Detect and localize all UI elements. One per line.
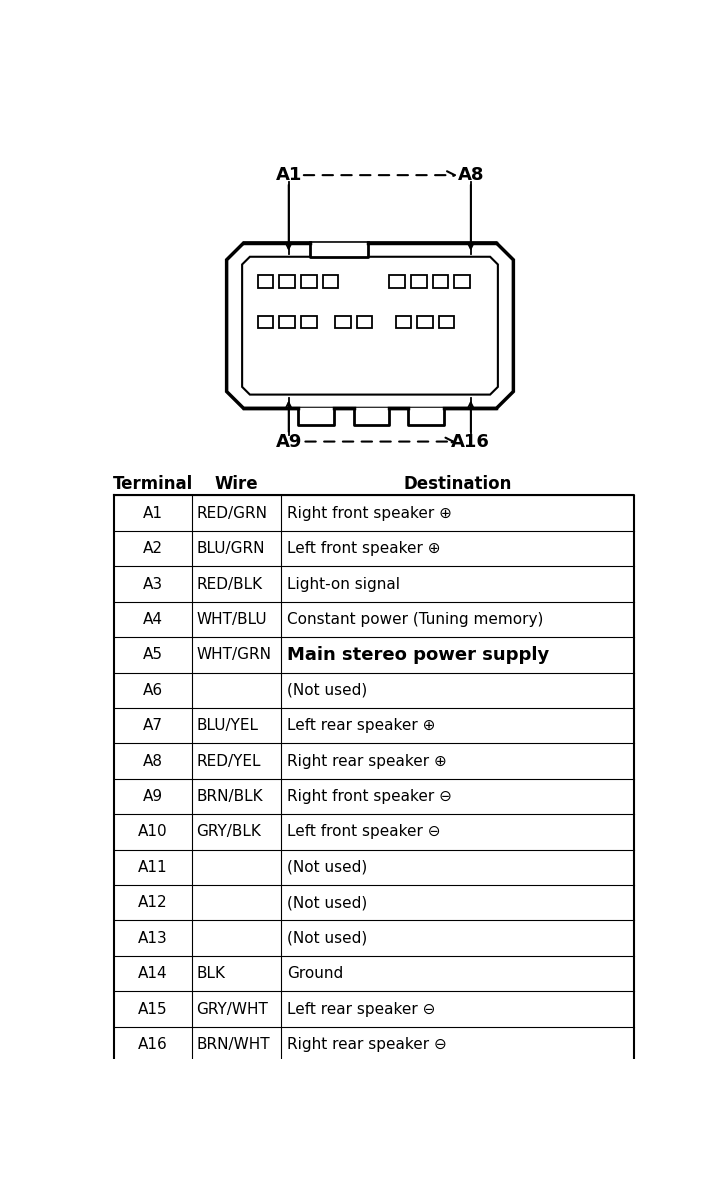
- Bar: [301, 275, 317, 288]
- Text: A10: A10: [138, 825, 168, 839]
- Text: A16: A16: [138, 1036, 168, 1052]
- Text: A13: A13: [138, 931, 168, 946]
- Polygon shape: [298, 408, 333, 425]
- Text: A1: A1: [275, 167, 302, 184]
- Text: A12: A12: [138, 895, 168, 910]
- Text: A15: A15: [138, 1002, 168, 1016]
- Polygon shape: [408, 408, 443, 425]
- Text: GRY/BLK: GRY/BLK: [197, 825, 261, 839]
- Text: A5: A5: [143, 647, 163, 663]
- Text: RED/YEL: RED/YEL: [197, 753, 261, 769]
- Text: A7: A7: [143, 719, 163, 733]
- Bar: [280, 317, 295, 328]
- Text: Terminal: Terminal: [113, 475, 193, 493]
- Text: Left rear speaker ⊕: Left rear speaker ⊕: [287, 719, 435, 733]
- Text: A9: A9: [143, 789, 163, 804]
- Text: GRY/WHT: GRY/WHT: [197, 1002, 269, 1016]
- Text: (Not used): (Not used): [287, 683, 368, 697]
- Text: Destination: Destination: [403, 475, 511, 493]
- Bar: [301, 317, 317, 328]
- Text: Right rear speaker ⊕: Right rear speaker ⊕: [287, 753, 447, 769]
- Text: A8: A8: [143, 753, 163, 769]
- Polygon shape: [354, 408, 389, 425]
- Bar: [432, 275, 448, 288]
- Text: A6: A6: [143, 683, 163, 697]
- Text: Right front speaker ⊕: Right front speaker ⊕: [287, 506, 452, 521]
- Text: Right rear speaker ⊖: Right rear speaker ⊖: [287, 1036, 447, 1052]
- Text: BRN/WHT: BRN/WHT: [197, 1036, 270, 1052]
- Text: BRN/BLK: BRN/BLK: [197, 789, 263, 804]
- Text: A2: A2: [143, 541, 163, 556]
- Text: Main stereo power supply: Main stereo power supply: [287, 646, 550, 664]
- Text: A1: A1: [143, 506, 163, 521]
- Text: RED/GRN: RED/GRN: [197, 506, 267, 521]
- Bar: [395, 317, 411, 328]
- Text: Left rear speaker ⊖: Left rear speaker ⊖: [287, 1002, 435, 1016]
- Bar: [417, 317, 432, 328]
- Bar: [389, 275, 405, 288]
- Bar: [335, 317, 351, 328]
- Text: BLU/GRN: BLU/GRN: [197, 541, 265, 556]
- Text: Constant power (Tuning memory): Constant power (Tuning memory): [287, 612, 543, 627]
- Text: A8: A8: [457, 167, 484, 184]
- Text: A3: A3: [143, 576, 163, 591]
- Bar: [323, 275, 339, 288]
- Text: WHT/BLU: WHT/BLU: [197, 612, 267, 627]
- Text: (Not used): (Not used): [287, 931, 368, 946]
- Text: Ground: Ground: [287, 966, 344, 981]
- Text: A16: A16: [451, 432, 490, 451]
- Text: BLK: BLK: [197, 966, 226, 981]
- Text: A4: A4: [143, 612, 163, 627]
- Polygon shape: [242, 257, 498, 395]
- Text: Left front speaker ⊖: Left front speaker ⊖: [287, 825, 440, 839]
- Polygon shape: [226, 243, 513, 408]
- Text: (Not used): (Not used): [287, 895, 368, 910]
- Text: A14: A14: [138, 966, 168, 981]
- Text: WHT/GRN: WHT/GRN: [197, 647, 272, 663]
- Text: A11: A11: [138, 860, 168, 875]
- Text: RED/BLK: RED/BLK: [197, 576, 263, 591]
- Text: A9: A9: [275, 432, 302, 451]
- Text: Left front speaker ⊕: Left front speaker ⊕: [287, 541, 440, 556]
- Bar: [258, 275, 273, 288]
- Text: BLU/YEL: BLU/YEL: [197, 719, 258, 733]
- Bar: [454, 275, 470, 288]
- Text: Light-on signal: Light-on signal: [287, 576, 400, 591]
- Text: Right front speaker ⊖: Right front speaker ⊖: [287, 789, 452, 804]
- Bar: [411, 275, 427, 288]
- Bar: [439, 317, 454, 328]
- Bar: [280, 275, 295, 288]
- Bar: [258, 317, 273, 328]
- Polygon shape: [310, 243, 368, 257]
- Bar: [357, 317, 372, 328]
- Text: Wire: Wire: [215, 475, 258, 493]
- Text: (Not used): (Not used): [287, 860, 368, 875]
